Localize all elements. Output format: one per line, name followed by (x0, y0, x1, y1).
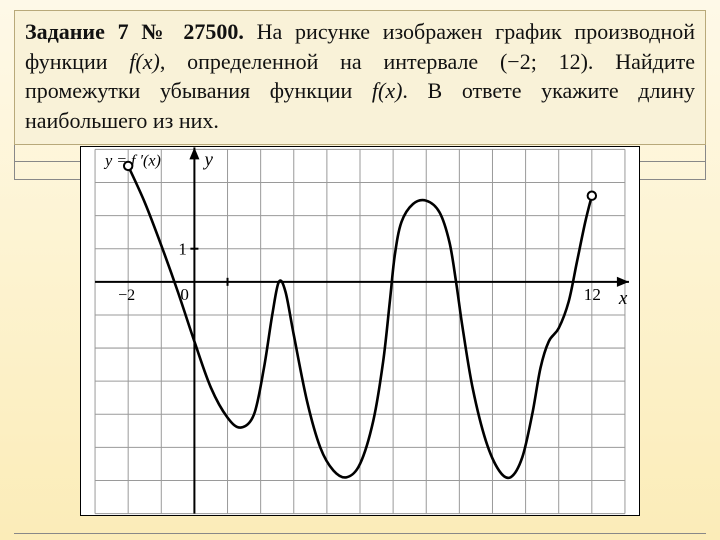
svg-text:−2: −2 (118, 287, 135, 304)
fx-1: f(x) (129, 49, 160, 74)
fx-2: f(x) (372, 78, 403, 103)
chart-svg: 01−212xyy = f ′(x) (81, 147, 639, 515)
problem-statement: Задание 7 № 27500. На рисунке изображен … (14, 10, 706, 145)
problem-number: Задание 7 № 27500. (25, 19, 244, 44)
svg-text:x: x (618, 288, 628, 309)
svg-text:12: 12 (584, 285, 601, 304)
svg-text:1: 1 (178, 239, 187, 258)
bottom-divider (14, 533, 706, 534)
derivative-chart: 01−212xyy = f ′(x) (80, 146, 640, 516)
svg-text:y: y (202, 149, 213, 170)
